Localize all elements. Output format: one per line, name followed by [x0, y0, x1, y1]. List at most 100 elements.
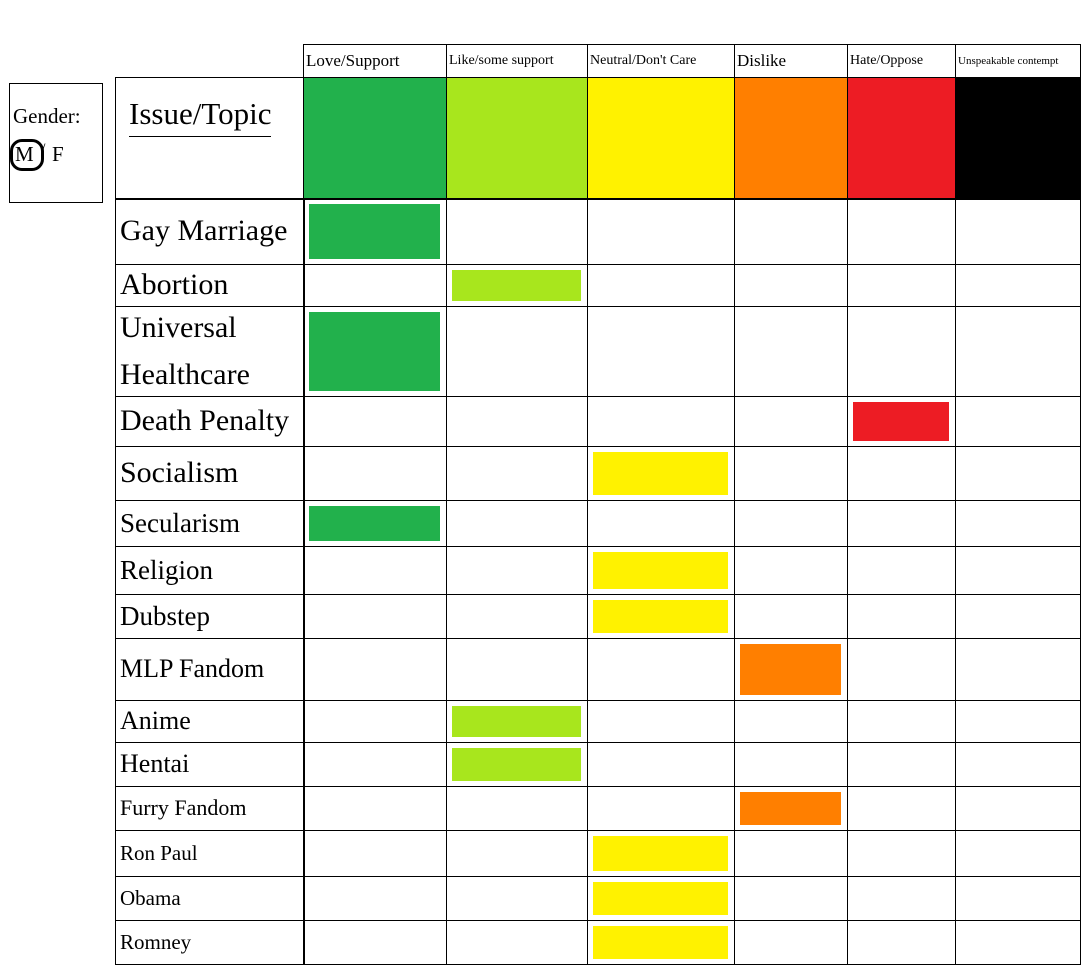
rating-cell [847, 920, 956, 965]
rating-cell [955, 500, 1081, 547]
rating-cell [303, 830, 447, 877]
rating-cell [446, 830, 588, 877]
gender-label: Gender: [13, 104, 81, 128]
rating-cell [955, 306, 1081, 397]
rating-cell [587, 700, 735, 743]
rating-cell [847, 446, 956, 501]
rating-cell [734, 920, 848, 965]
topic-label: Socialism [115, 446, 305, 501]
rating-cell [955, 546, 1081, 595]
column-header: Love/Support [303, 44, 447, 78]
rating-cell [587, 396, 735, 447]
rating-cell [446, 876, 588, 921]
topic-label: Furry Fandom [115, 786, 305, 831]
rating-mark [740, 644, 841, 695]
rating-mark [309, 204, 440, 259]
rating-cell [847, 830, 956, 877]
rating-cell [955, 742, 1081, 787]
rating-cell [734, 198, 848, 265]
rating-mark [593, 836, 728, 871]
rating-cell [446, 396, 588, 447]
topic-label: MLP Fandom [115, 638, 305, 701]
rating-cell [734, 546, 848, 595]
topic-label: Romney [115, 920, 305, 965]
rating-cell [955, 594, 1081, 639]
rating-cell [303, 700, 447, 743]
rating-cell [303, 396, 447, 447]
column-header: Like/some support [446, 44, 588, 78]
issue-header: Issue/Topic [115, 77, 305, 200]
rating-cell [955, 920, 1081, 965]
rating-cell [847, 700, 956, 743]
rating-cell [847, 638, 956, 701]
rating-cell [955, 446, 1081, 501]
rating-cell [734, 876, 848, 921]
rating-cell [446, 638, 588, 701]
rating-mark [452, 270, 581, 301]
rating-cell [446, 920, 588, 965]
rating-cell [734, 306, 848, 397]
rating-cell [847, 594, 956, 639]
topic-label: Obama [115, 876, 305, 921]
rating-cell [847, 546, 956, 595]
rating-cell [446, 198, 588, 265]
color-swatch [734, 77, 848, 200]
color-swatch [587, 77, 735, 200]
rating-cell [303, 638, 447, 701]
topic-label: Abortion [115, 264, 305, 307]
rating-cell [587, 198, 735, 265]
rating-cell [303, 742, 447, 787]
gender-separator: / [41, 141, 46, 158]
rating-mark [593, 926, 728, 959]
rating-cell [847, 264, 956, 307]
rating-cell [734, 830, 848, 877]
rating-cell [303, 920, 447, 965]
topic-label: Universal Healthcare [115, 306, 305, 397]
gender-box: Gender: M / F [9, 83, 103, 203]
rating-cell [734, 396, 848, 447]
rating-cell [734, 594, 848, 639]
rating-cell [955, 700, 1081, 743]
rating-cell [303, 264, 447, 307]
topic-label: Death Penalty [115, 396, 305, 447]
gender-circle [10, 139, 44, 171]
rating-cell [955, 876, 1081, 921]
rating-cell [587, 786, 735, 831]
rating-mark [309, 312, 440, 391]
column-header: Unspeakable contempt [955, 44, 1081, 78]
rating-cell [446, 786, 588, 831]
rating-cell [955, 638, 1081, 701]
rating-cell [955, 198, 1081, 265]
rating-cell [734, 500, 848, 547]
topic-label: Anime [115, 700, 305, 743]
topic-label: Ron Paul [115, 830, 305, 877]
rating-cell [847, 198, 956, 265]
rating-cell [734, 446, 848, 501]
rating-cell [303, 594, 447, 639]
issue-header-text: Issue/Topic [129, 96, 272, 137]
color-swatch [847, 77, 956, 200]
rating-cell [734, 264, 848, 307]
color-swatch [303, 77, 447, 200]
rating-cell [303, 876, 447, 921]
column-header: Dislike [734, 44, 848, 78]
rating-mark [853, 402, 949, 441]
topic-label: Secularism [115, 500, 305, 547]
color-swatch [446, 77, 588, 200]
rating-cell [847, 786, 956, 831]
rating-cell [587, 264, 735, 307]
topic-label: Dubstep [115, 594, 305, 639]
rating-cell [847, 876, 956, 921]
rating-mark [593, 452, 728, 495]
rating-cell [587, 306, 735, 397]
color-swatch [955, 77, 1081, 200]
column-header: Neutral/Don't Care [587, 44, 735, 78]
rating-cell [955, 396, 1081, 447]
rating-cell [303, 446, 447, 501]
rating-cell [303, 786, 447, 831]
rating-cell [446, 546, 588, 595]
rating-mark [593, 882, 728, 915]
rating-cell [587, 500, 735, 547]
rating-cell [847, 306, 956, 397]
